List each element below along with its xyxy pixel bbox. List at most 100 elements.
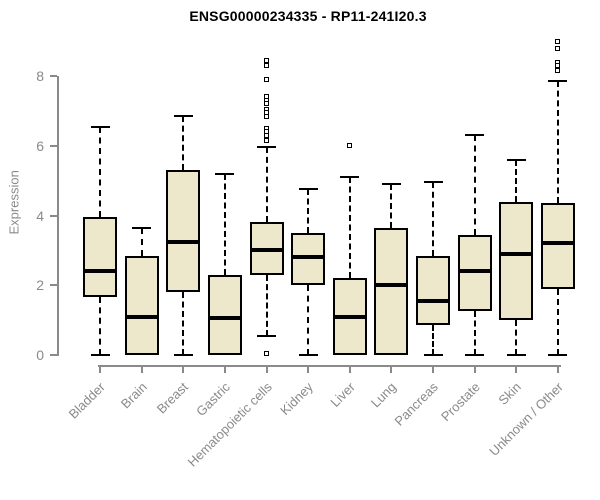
y-axis-tick xyxy=(50,284,57,287)
whisker-cap xyxy=(465,134,485,137)
whisker-line xyxy=(348,177,351,279)
y-tick-label: 2 xyxy=(36,277,44,294)
x-category-label: Bladder xyxy=(65,379,108,422)
x-category-label: Kidney xyxy=(277,379,317,419)
boxplot-box xyxy=(83,217,117,298)
whisker-cap xyxy=(173,115,193,118)
median-line xyxy=(540,241,575,246)
whisker-line xyxy=(265,147,268,223)
x-axis-tick xyxy=(223,365,226,373)
whisker-line xyxy=(556,81,559,204)
x-axis-tick xyxy=(140,365,143,373)
outlier-point xyxy=(264,101,270,107)
whisker-cap xyxy=(506,158,526,161)
boxplot-box xyxy=(207,274,242,355)
x-category-label: Gastric xyxy=(193,379,233,420)
y-axis-tick xyxy=(50,214,57,217)
median-line xyxy=(416,298,451,303)
whisker-line xyxy=(99,297,101,355)
whisker-cap xyxy=(548,80,568,83)
boxplot-box xyxy=(166,170,201,293)
outlier-point xyxy=(555,45,561,51)
x-axis-line xyxy=(98,365,561,367)
whisker-cap xyxy=(340,176,360,179)
boxplot-box xyxy=(540,203,575,289)
whisker-cap xyxy=(548,354,568,356)
whisker-cap xyxy=(298,188,318,191)
outlier-point xyxy=(347,143,353,149)
chart-title: ENSG00000234335 - RP11-241I20.3 xyxy=(189,8,427,24)
y-tick-label: 4 xyxy=(36,207,44,224)
whisker-line xyxy=(182,116,185,171)
whisker-line xyxy=(473,311,476,355)
x-category-label: Liver xyxy=(327,379,358,410)
x-category-label: Unknown / Other xyxy=(486,379,566,459)
whisker-line xyxy=(515,320,518,355)
whisker-line xyxy=(556,288,559,355)
whisker-cap xyxy=(257,334,277,337)
median-line xyxy=(83,269,117,274)
outlier-point xyxy=(264,350,270,356)
median-line xyxy=(249,248,284,253)
median-line xyxy=(207,316,242,321)
x-axis-tick xyxy=(515,365,518,373)
whisker-cap xyxy=(381,183,401,186)
x-category-label: Breast xyxy=(153,379,192,417)
whisker-cap xyxy=(132,226,152,229)
x-category-label: Pancreas xyxy=(391,379,441,429)
whisker-cap xyxy=(215,172,235,175)
whisker-line xyxy=(390,184,393,228)
whisker-cap xyxy=(173,354,193,356)
whisker-line xyxy=(307,189,310,233)
whisker-line xyxy=(265,274,268,336)
whisker-line xyxy=(432,182,435,256)
median-line xyxy=(166,239,201,244)
outlier-point xyxy=(264,76,270,82)
x-axis-tick xyxy=(432,365,435,373)
whisker-line xyxy=(223,173,226,275)
whisker-line xyxy=(473,135,476,235)
boxplot-box xyxy=(124,255,159,355)
whisker-cap xyxy=(506,354,526,356)
y-axis-tick xyxy=(50,75,57,77)
x-axis-tick xyxy=(390,365,393,373)
whisker-cap xyxy=(90,354,110,356)
x-axis-tick xyxy=(307,365,310,373)
whisker-cap xyxy=(90,125,110,128)
y-axis-line xyxy=(57,76,59,356)
boxplot-box xyxy=(416,255,451,326)
median-line xyxy=(291,255,326,260)
whisker-line xyxy=(307,285,310,355)
whisker-cap xyxy=(423,181,443,184)
whisker-cap xyxy=(465,354,485,356)
x-axis-tick xyxy=(473,365,476,373)
x-axis-tick xyxy=(265,365,268,373)
outlier-point xyxy=(264,138,270,144)
outlier-point xyxy=(264,57,270,63)
x-category-label: Prostate xyxy=(437,379,483,425)
outlier-point xyxy=(555,38,561,44)
outlier-point xyxy=(555,68,561,74)
outlier-point xyxy=(264,113,270,119)
x-axis-tick xyxy=(556,365,559,373)
y-axis-tick xyxy=(50,354,57,356)
y-tick-label: 0 xyxy=(36,347,44,363)
whisker-cap xyxy=(298,354,318,356)
median-line xyxy=(124,314,159,319)
whisker-line xyxy=(140,227,143,256)
x-category-label: Brain xyxy=(117,379,150,412)
y-tick-label: 8 xyxy=(36,68,44,84)
median-line xyxy=(374,283,409,288)
outlier-point xyxy=(264,63,270,69)
x-axis-tick xyxy=(182,365,185,373)
whisker-line xyxy=(182,292,185,355)
whisker-line xyxy=(515,159,518,202)
median-line xyxy=(499,251,534,256)
median-line xyxy=(457,269,492,274)
whisker-line xyxy=(432,325,435,355)
outlier-point xyxy=(264,132,270,138)
x-category-label: Skin xyxy=(495,379,525,408)
boxplot-box xyxy=(374,227,409,355)
whisker-cap xyxy=(423,354,443,356)
